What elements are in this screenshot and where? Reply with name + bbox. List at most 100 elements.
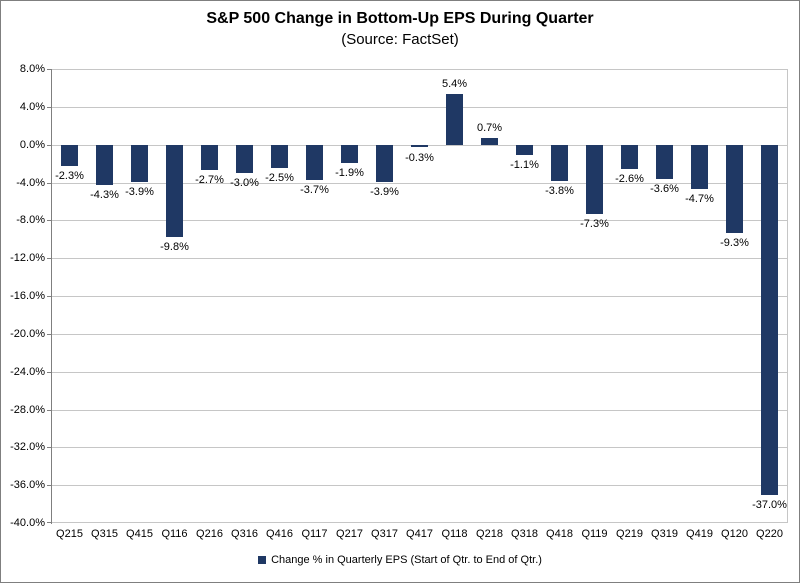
y-axis-tick-label: -16.0% — [10, 290, 45, 302]
bar — [656, 144, 673, 179]
x-axis-label: Q220 — [756, 528, 783, 540]
plot-area: -2.3% -4.3% -3.9% -9.8% -2.7% -3.0% -2.5% -3.7%… — [52, 69, 788, 523]
gridline — [52, 409, 787, 411]
y-axis-tick — [47, 485, 52, 487]
y-axis-tick-label: -36.0% — [10, 479, 45, 492]
x-axis-label: Q116 — [161, 528, 188, 540]
y-axis-tick — [47, 447, 52, 449]
legend-marker-icon — [258, 556, 267, 564]
y-axis-tick — [47, 409, 52, 411]
gridline — [52, 106, 787, 108]
data-label: -3.8% — [545, 184, 574, 197]
y-axis-tick-label: -32.0% — [10, 441, 45, 454]
y-axis-tick-label: 8.0% — [19, 63, 45, 75]
data-label: -3.9% — [370, 185, 399, 198]
bar — [726, 144, 743, 233]
gridline — [52, 371, 787, 373]
x-axis-label: Q418 — [546, 528, 573, 540]
gridline — [52, 258, 787, 260]
y-axis-tick — [47, 258, 52, 260]
data-label: -1.9% — [335, 166, 364, 179]
x-axis-label: Q219 — [616, 528, 643, 540]
data-label: -2.5% — [265, 172, 294, 185]
x-axis-label: Q315 — [91, 528, 118, 540]
x-axis-label: Q218 — [476, 528, 503, 540]
x-axis-label: Q217 — [336, 528, 363, 540]
y-axis-tick-label: -8.0% — [16, 214, 45, 227]
legend-label: Change % in Quarterly EPS (Start of Qtr.… — [271, 554, 542, 566]
y-axis-tick — [47, 371, 52, 373]
data-label: -9.8% — [160, 241, 189, 254]
bar — [586, 144, 603, 214]
gridline — [52, 522, 787, 523]
data-label: -2.7% — [195, 174, 224, 187]
y-axis-tick-label: 0.0% — [19, 138, 45, 151]
y-axis-tick-label: -20.0% — [10, 327, 45, 340]
bar — [131, 144, 148, 182]
bar — [516, 144, 533, 156]
y-axis-tick-label: -28.0% — [10, 403, 45, 416]
bar — [166, 144, 183, 238]
gridline — [52, 296, 787, 297]
gridline — [52, 447, 787, 449]
x-axis-label: Q216 — [196, 528, 223, 540]
x-axis-label: Q419 — [686, 528, 713, 540]
bar — [306, 144, 323, 180]
bar — [691, 144, 708, 190]
bar — [551, 144, 568, 181]
bar — [376, 144, 393, 182]
y-axis-tick — [47, 69, 52, 70]
x-axis-label: Q119 — [581, 528, 608, 540]
bar — [236, 144, 253, 174]
y-axis-tick — [47, 144, 52, 146]
data-label: -7.3% — [580, 217, 609, 230]
x-axis-label: Q417 — [406, 528, 433, 540]
data-label: -1.1% — [510, 159, 539, 172]
chart-subtitle: (Source: FactSet) — [341, 31, 459, 48]
bar — [761, 144, 778, 495]
data-label: -3.7% — [300, 183, 329, 196]
y-axis-tick — [47, 106, 52, 108]
y-axis-tick — [47, 333, 52, 335]
x-axis-label: Q318 — [511, 528, 538, 540]
y-axis-tick-label: -4.0% — [16, 176, 45, 189]
gridline — [52, 220, 787, 222]
gridline — [52, 69, 787, 70]
x-axis-label: Q215 — [56, 528, 83, 540]
chart-title: S&P 500 Change in Bottom-Up EPS During Q… — [206, 10, 594, 27]
gridline — [52, 182, 787, 184]
bar — [446, 93, 463, 145]
y-axis-tick — [47, 182, 52, 184]
bar — [271, 144, 288, 169]
y-axis-tick-label: -12.0% — [10, 252, 45, 265]
y-axis-tick — [47, 522, 52, 523]
bar — [411, 144, 428, 148]
x-axis-label: Q118 — [441, 528, 468, 540]
data-label: -3.6% — [650, 182, 679, 195]
bar — [341, 144, 358, 163]
data-label: -2.6% — [615, 173, 644, 186]
bar — [61, 144, 78, 167]
y-axis-tick-label: -40.0% — [10, 517, 45, 529]
x-axis-label: Q319 — [651, 528, 678, 540]
data-label: -4.7% — [685, 193, 714, 206]
data-label: -3.9% — [125, 185, 154, 198]
x-axis-label: Q316 — [231, 528, 258, 540]
data-label: -9.3% — [720, 236, 749, 249]
data-label: -4.3% — [90, 189, 119, 202]
y-axis-tick-label: -24.0% — [10, 365, 45, 378]
data-label: 0.7% — [476, 122, 503, 135]
y-axis-tick-label: 4.0% — [19, 100, 45, 113]
bar — [96, 144, 113, 186]
y-axis-tick — [47, 220, 52, 222]
x-axis-label: Q416 — [266, 528, 293, 540]
data-label: 5.4% — [441, 77, 468, 90]
gridline — [52, 333, 787, 335]
bar — [621, 144, 638, 170]
y-axis-tick — [47, 296, 52, 297]
x-axis-label: Q317 — [371, 528, 398, 540]
bar — [481, 138, 498, 145]
data-label: -2.3% — [55, 170, 84, 183]
data-label: -0.3% — [405, 151, 434, 164]
